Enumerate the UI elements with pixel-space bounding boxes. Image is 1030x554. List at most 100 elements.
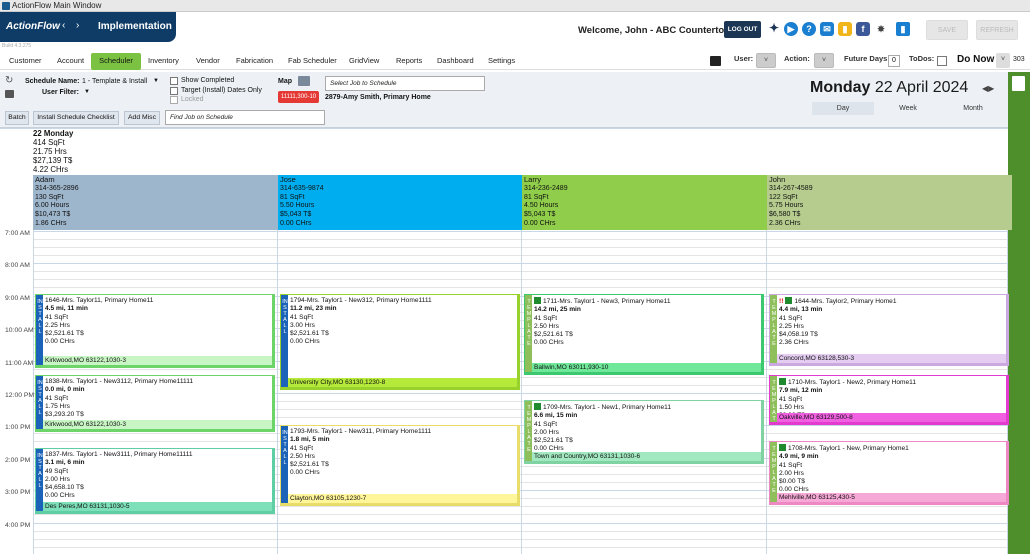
view-tab-day[interactable]: Day <box>812 102 874 115</box>
job-drive: 7.9 mi, 12 min <box>779 387 823 395</box>
back-arrow-icon[interactable]: ‹ <box>62 20 66 31</box>
job-card[interactable]: TEMPLATE!! 1644-Mrs. Taylor2, Primary Hom… <box>769 294 1009 366</box>
job-detail: 41 SqFt <box>779 314 803 322</box>
job-card[interactable]: INSTALL 1646-Mrs. Taylor11, Primary Home1… <box>35 294 275 368</box>
play-icon[interactable]: ▶ <box>784 22 798 36</box>
crew-detail: 130 SqFt <box>35 193 64 201</box>
quarter-line <box>33 385 1008 386</box>
schedule-name-select[interactable]: 1 - Template & Install <box>82 78 148 85</box>
job-card[interactable]: INSTALL 1793-Mrs. Taylor1 - New311, Prima… <box>280 425 520 506</box>
show-completed-checkbox[interactable] <box>170 77 178 85</box>
locked-checkbox[interactable] <box>170 96 178 104</box>
menu-gridview[interactable]: GridView <box>349 56 380 65</box>
time-label: 9:00 AM <box>5 295 30 302</box>
date-nav-arrows[interactable]: ◀▶ <box>982 84 995 93</box>
crew-detail: 5.50 Hours <box>280 202 315 210</box>
day-summary-sqft: 414 SqFt <box>33 138 65 147</box>
job-detail: 0.00 CHrs <box>534 339 564 347</box>
save-button[interactable]: SAVE <box>926 20 968 40</box>
puzzle-icon[interactable]: ✸ <box>877 24 885 34</box>
view-tab-month[interactable]: Month <box>963 105 983 112</box>
facebook-icon[interactable]: f <box>856 22 870 36</box>
map-icon[interactable] <box>298 76 310 86</box>
crew-header-john[interactable]: John 314-267-4589 122 SqFt 5.75 Hours $6,580… <box>767 175 1012 230</box>
logout-button[interactable]: LOG OUT <box>724 21 761 38</box>
menu-fab-scheduler[interactable]: Fab Scheduler <box>288 56 337 65</box>
crew-detail: 0.00 CHrs <box>280 219 312 227</box>
job-card[interactable]: TEMPLATE 1708-Mrs. Taylor1 - New, Primary… <box>769 441 1009 505</box>
job-card[interactable]: TEMPLATE 1710-Mrs. Taylor1 - New2, Primar… <box>769 375 1009 425</box>
job-drive: 4.4 mi, 13 min <box>779 306 823 314</box>
quarter-line <box>33 409 1008 410</box>
action-filter-label: Action: <box>784 54 810 63</box>
job-card[interactable]: TEMPLATE 1709-Mrs. Taylor1 - New1, Primar… <box>524 400 764 464</box>
target-dates-checkbox[interactable] <box>170 87 178 95</box>
add-misc-button[interactable]: Add Misc <box>124 111 160 125</box>
user-filter-control-label: User Filter: <box>42 89 79 96</box>
job-tag-badge[interactable]: 11111,300-10 <box>278 91 319 103</box>
print-icon[interactable] <box>5 90 14 98</box>
job-body: 1794-Mrs. Taylor1 - New312, Primary Home… <box>290 297 515 347</box>
crew-detail: 4.50 Hours <box>524 202 559 210</box>
film-icon[interactable] <box>710 56 721 66</box>
quarter-line <box>33 482 1008 483</box>
forward-arrow-icon[interactable]: › <box>76 20 80 31</box>
time-label: 11:00 AM <box>5 360 34 367</box>
batch-button[interactable]: Batch <box>5 111 29 125</box>
job-card[interactable]: TEMPLATE 1711-Mrs. Taylor1 - New3, Primar… <box>524 294 764 375</box>
chart-icon[interactable]: ▮ <box>838 22 852 36</box>
select-job-input[interactable]: Select Job to Schedule <box>325 76 485 91</box>
crew-detail: 1.86 CHrs <box>35 219 67 227</box>
user-dropdown[interactable]: ˅ <box>756 53 776 68</box>
video-icon[interactable]: ▮ <box>896 22 910 36</box>
refresh-button[interactable]: REFRESH <box>976 20 1018 40</box>
job-detail: 3.00 Hrs <box>290 321 315 329</box>
job-detail: $2,521.61 T$ <box>534 331 573 339</box>
day-summary: 22 Monday 414 SqFt 21.75 Hrs $27,139 T$ … <box>33 129 73 174</box>
menu-customer[interactable]: Customer <box>9 56 42 65</box>
tag-icon[interactable]: ✦ <box>768 21 780 35</box>
crew-header-larry[interactable]: Larry 314-236-2489 81 SqFt 4.50 Hours $5,043… <box>522 175 767 230</box>
menu-reports[interactable]: Reports <box>396 56 423 65</box>
quarter-line <box>33 474 1008 475</box>
crew-detail: 0.00 CHrs <box>524 219 556 227</box>
todos-checkbox[interactable] <box>937 56 947 66</box>
future-days-input[interactable]: 0 <box>888 55 900 67</box>
menu-dashboard[interactable]: Dashboard <box>437 56 474 65</box>
job-card[interactable]: INSTALL 1838-Mrs. Taylor1 - New3112, Prim… <box>35 375 275 432</box>
menu-fabrication[interactable]: Fabrication <box>236 56 274 65</box>
menu-account[interactable]: Account <box>57 56 85 65</box>
menu-scheduler[interactable]: Scheduler <box>91 53 141 70</box>
job-detail: $3,293.20 T$ <box>45 411 84 419</box>
menu-settings[interactable]: Settings <box>488 56 516 65</box>
job-title: 1794-Mrs. Taylor1 - New312, Primary Home… <box>290 297 432 304</box>
job-detail: 1.75 Hrs <box>45 402 70 410</box>
refresh-icon[interactable]: ↻ <box>5 75 14 86</box>
user-filter-chevron-icon[interactable]: ▼ <box>84 89 90 95</box>
schedule-name-chevron-icon[interactable]: ▼ <box>153 78 159 84</box>
menu-vendor[interactable]: Vendor <box>196 56 220 65</box>
job-detail: 1.50 Hrs <box>779 403 804 411</box>
job-detail: 2.25 Hrs <box>779 322 804 330</box>
locked-label: Locked <box>181 96 204 103</box>
crew-header-jose[interactable]: Jose 314-635-9874 81 SqFt 5.50 Hours $5,043 … <box>278 175 523 230</box>
crew-detail: 2.36 CHrs <box>769 219 801 227</box>
job-title-row: 1711-Mrs. Taylor1 - New3, Primary Home11 <box>534 297 759 306</box>
do-now-dropdown[interactable]: ˅ <box>996 53 1010 68</box>
current-day: Monday <box>810 79 871 96</box>
help-icon[interactable]: ? <box>802 22 816 36</box>
day-summary-hours: 21.75 Hrs <box>33 147 67 156</box>
job-flag: !! <box>779 298 784 305</box>
install-checklist-button[interactable]: Install Schedule Checklist <box>33 111 119 125</box>
find-job-input[interactable]: Find Job on Schedule <box>165 110 325 125</box>
action-dropdown[interactable]: ˅ <box>814 53 834 68</box>
column-divider <box>521 175 522 554</box>
view-tab-week[interactable]: Week <box>899 105 917 112</box>
job-card[interactable]: INSTALL 1794-Mrs. Taylor1 - New312, Prima… <box>280 294 520 390</box>
job-card[interactable]: INSTALL 1837-Mrs. Taylor1 - New3111, Prim… <box>35 448 275 514</box>
mail-icon[interactable]: ✉ <box>820 22 834 36</box>
crew-header-adam[interactable]: Adam 314-365-2896 130 SqFt 6.00 Hours $10,47… <box>33 175 278 230</box>
menu-inventory[interactable]: Inventory <box>148 56 179 65</box>
job-detail: $0.00 T$ <box>779 478 805 486</box>
document-icon[interactable] <box>1012 76 1025 91</box>
